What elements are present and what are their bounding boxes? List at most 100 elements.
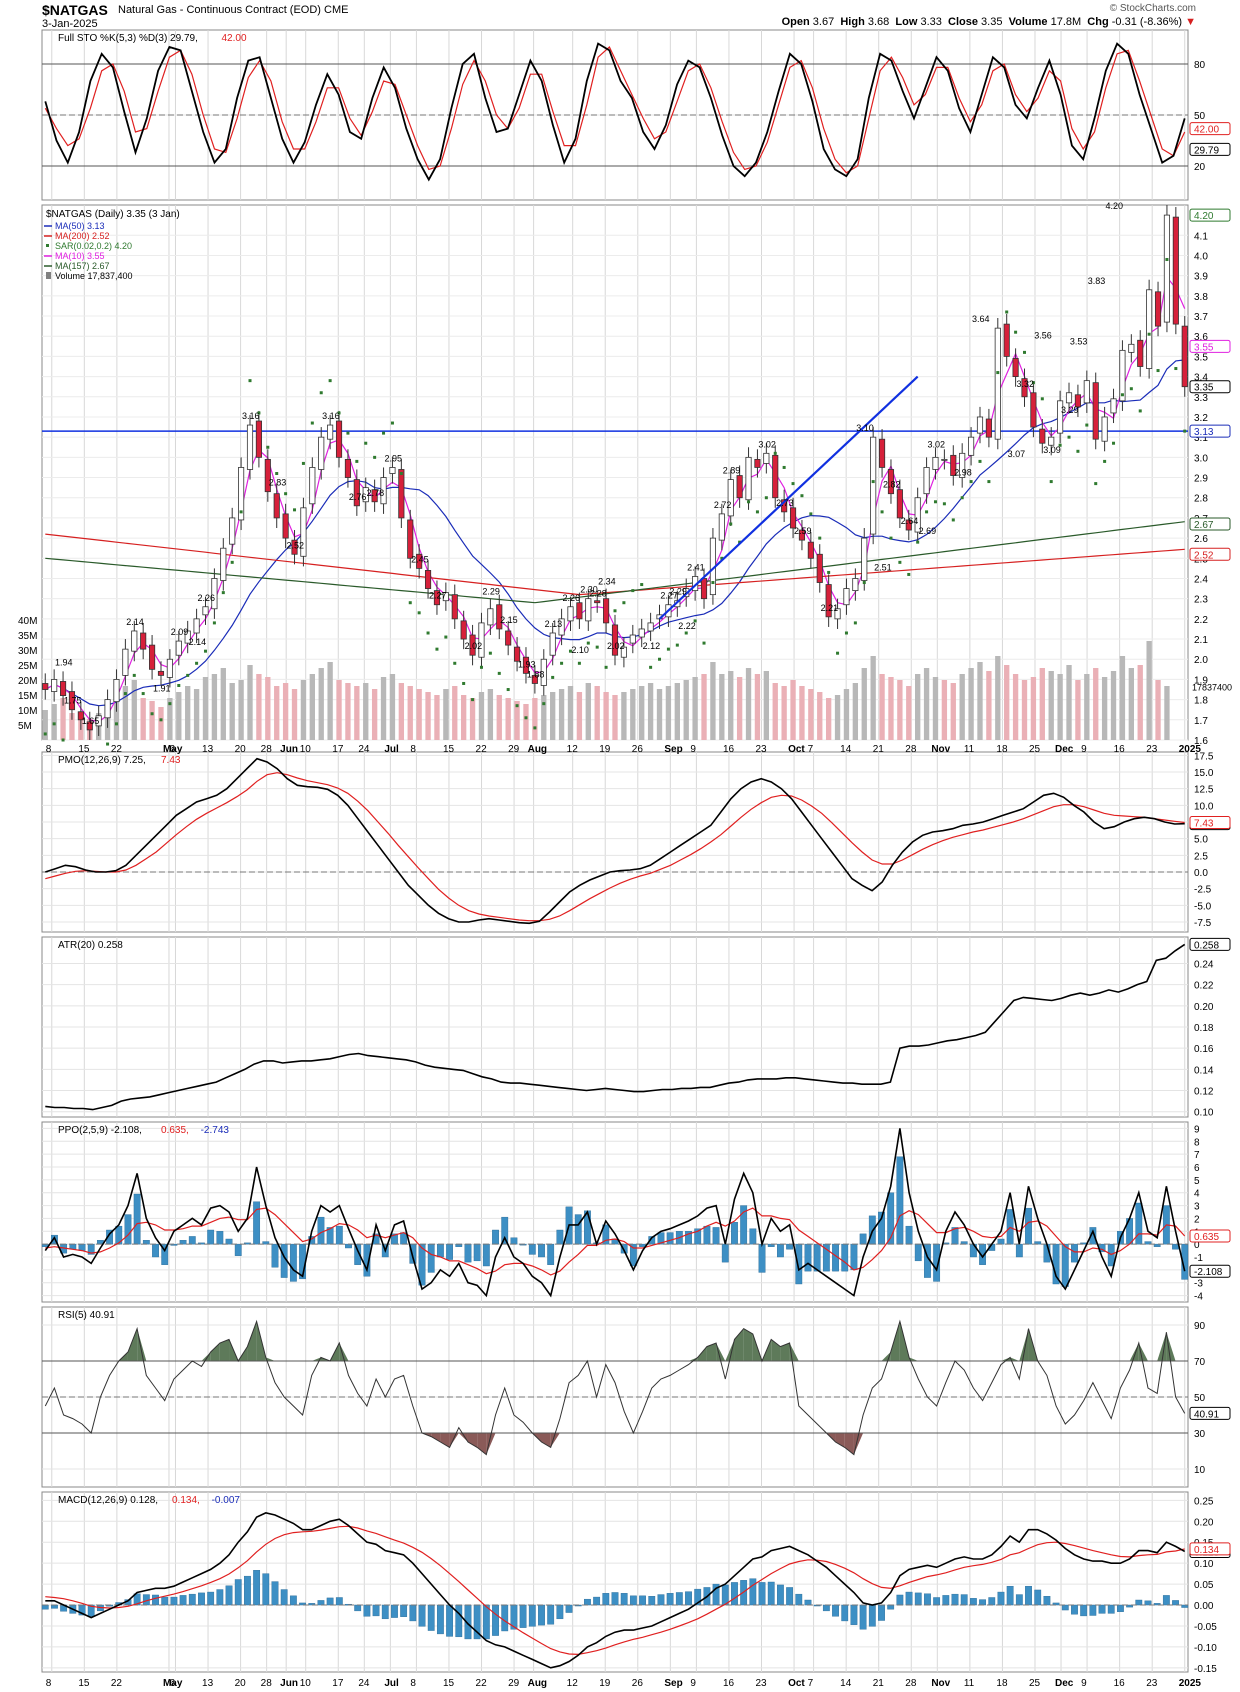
candle-body bbox=[611, 624, 619, 656]
symbol: $NATGAS bbox=[42, 2, 108, 18]
rsi-oversold-fill bbox=[467, 1433, 478, 1448]
histogram-bar bbox=[629, 1595, 637, 1606]
candle-body bbox=[914, 497, 921, 533]
rsi-overbought-fill bbox=[137, 1328, 147, 1361]
histogram-bar bbox=[482, 1604, 490, 1640]
y-tick-label: 3 bbox=[1194, 1202, 1200, 1213]
candle-body bbox=[496, 604, 503, 630]
histogram-bar bbox=[749, 1228, 757, 1245]
x-tick-label: 6 bbox=[169, 1678, 175, 1689]
sar-dot bbox=[827, 570, 831, 574]
candle-body bbox=[424, 570, 432, 589]
histogram-bar bbox=[234, 1579, 242, 1606]
candle-body bbox=[887, 469, 895, 495]
candle-body bbox=[718, 513, 725, 541]
sar-dot bbox=[1103, 459, 1107, 463]
panel-title-signal: 42.00 bbox=[222, 33, 247, 44]
value-badge bbox=[1189, 1229, 1231, 1243]
sar-dot bbox=[773, 451, 777, 455]
volume-bar bbox=[434, 695, 440, 740]
sar-dot bbox=[960, 496, 964, 500]
y-tick-label: 2.9 bbox=[1194, 474, 1208, 485]
sar-dot bbox=[471, 698, 475, 702]
histogram-bar bbox=[804, 1599, 812, 1606]
histogram-bar bbox=[822, 1604, 830, 1612]
value-badge bbox=[1189, 1542, 1231, 1556]
candle-body bbox=[407, 519, 414, 559]
volume-tick-label: 20M bbox=[18, 676, 37, 687]
y-tick-label: 0 bbox=[1194, 1240, 1200, 1251]
y-tick-label: 70 bbox=[1194, 1357, 1206, 1368]
volume-bar bbox=[728, 671, 734, 740]
y-tick-label: 2.1 bbox=[1194, 635, 1208, 646]
volume-bar bbox=[959, 674, 965, 740]
histogram-bar bbox=[933, 1597, 941, 1606]
candle-body bbox=[220, 547, 227, 581]
sar-dot bbox=[844, 631, 848, 635]
volume-tick-label: 25M bbox=[18, 661, 37, 672]
sar-dot bbox=[551, 675, 555, 679]
volume-bar bbox=[621, 692, 627, 740]
volume-bar bbox=[443, 689, 449, 740]
histogram-bar bbox=[1126, 1604, 1134, 1608]
value-badge-text: 2.67 bbox=[1194, 520, 1214, 531]
rsi-overbought-fill bbox=[780, 1343, 790, 1361]
volume-bar bbox=[113, 695, 120, 740]
histogram-bar bbox=[1162, 1595, 1170, 1606]
histogram-bar bbox=[179, 1595, 187, 1606]
x-tick-label: 16 bbox=[1114, 744, 1126, 755]
y-tick-label: 4.0 bbox=[1194, 251, 1208, 262]
y-tick-label: 3.9 bbox=[1194, 272, 1208, 283]
rsi-overbought-fill bbox=[1166, 1332, 1176, 1361]
volume-bar bbox=[1039, 668, 1045, 740]
volume-bar bbox=[523, 704, 529, 740]
volume-bar bbox=[176, 692, 182, 740]
volume-bar bbox=[879, 674, 885, 740]
volume-bar bbox=[772, 683, 778, 740]
x-tick-label: 22 bbox=[476, 744, 488, 755]
price-label: 2.27 bbox=[660, 591, 678, 601]
sar-dot bbox=[284, 492, 288, 496]
candle-body bbox=[353, 479, 360, 507]
volume-bar bbox=[389, 674, 396, 740]
value-badge-text: 40.91 bbox=[1194, 1409, 1219, 1420]
histogram-bar bbox=[1117, 1604, 1124, 1612]
x-tick-label: 2025 bbox=[1179, 744, 1202, 755]
sar-dot bbox=[925, 510, 929, 514]
histogram-bar bbox=[556, 1604, 564, 1620]
panel-title-signal: 0.134, bbox=[172, 1495, 200, 1506]
histogram-bar bbox=[354, 1604, 362, 1612]
value-badge bbox=[1189, 1406, 1231, 1420]
histogram-bar bbox=[584, 1598, 591, 1606]
chart-header: $NATGAS Natural Gas - Continuous Contrac… bbox=[0, 0, 1240, 32]
histogram-bar bbox=[740, 1205, 748, 1245]
histogram-bar bbox=[685, 1231, 692, 1245]
volume-bar bbox=[692, 677, 698, 740]
volume-bar bbox=[1004, 665, 1010, 740]
candle-body bbox=[416, 553, 423, 569]
sar-dot bbox=[729, 522, 733, 526]
volume-tick-label: 5M bbox=[18, 721, 32, 732]
volume-bar bbox=[282, 683, 289, 740]
candle-body bbox=[968, 436, 975, 456]
sar-dot bbox=[1147, 332, 1151, 336]
y-tick-label: 2.6 bbox=[1194, 534, 1208, 545]
candle-body bbox=[300, 507, 307, 557]
volume-bar bbox=[211, 674, 218, 740]
volume-bar bbox=[202, 677, 209, 740]
y-tick-label: 15.0 bbox=[1194, 768, 1214, 779]
histogram-bar bbox=[436, 1604, 444, 1635]
histogram-bar bbox=[427, 1604, 435, 1631]
histogram-bar bbox=[170, 1596, 178, 1606]
sar-dot bbox=[987, 480, 991, 484]
histogram-bar bbox=[280, 1589, 288, 1606]
x-tick-label: Dec bbox=[1055, 744, 1074, 755]
x-tick-label: 25 bbox=[1029, 744, 1041, 755]
legend-label: MA(50) 3.13 bbox=[55, 221, 105, 231]
volume-bar bbox=[514, 701, 520, 740]
rsi-oversold-fill bbox=[550, 1433, 560, 1448]
price-label: 2.83 bbox=[269, 478, 287, 488]
pmo-signal-line bbox=[45, 772, 1185, 922]
candle-body bbox=[950, 454, 957, 476]
volume-bar bbox=[1119, 656, 1126, 740]
